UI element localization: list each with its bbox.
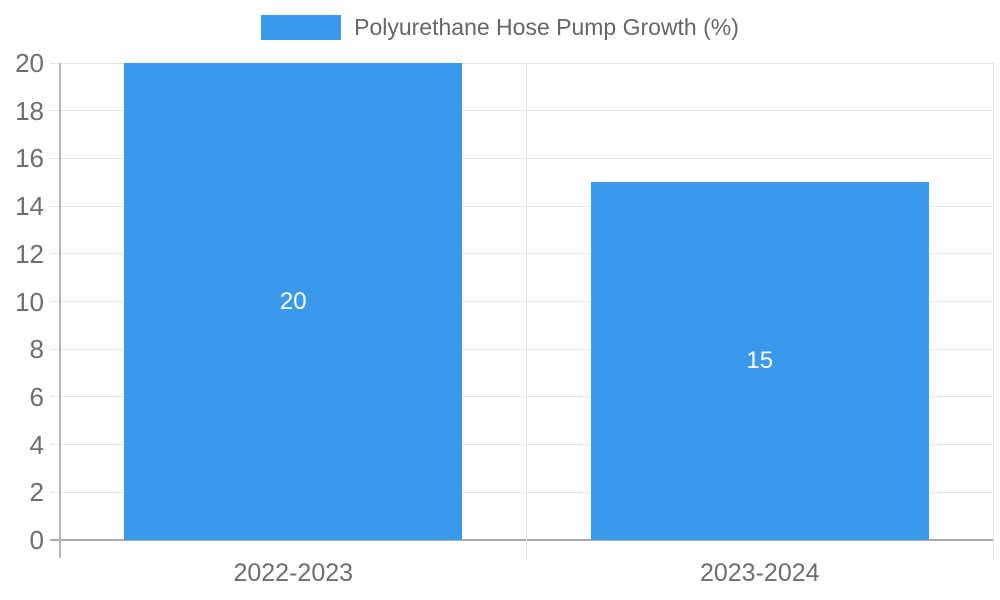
x-axis-line <box>50 539 993 541</box>
bar-value-label: 15 <box>746 347 774 375</box>
y-tick-label: 18 <box>15 95 44 126</box>
legend-swatch <box>261 15 342 40</box>
y-tick-label: 6 <box>29 381 44 412</box>
y-tick-label: 0 <box>29 525 44 555</box>
gridline-y <box>50 301 993 302</box>
gridline-y <box>50 396 993 398</box>
legend-label: Polyurethane Hose Pump Growth (%) <box>354 14 739 40</box>
y-tick-label: 16 <box>15 143 44 174</box>
chart-legend[interactable]: Polyurethane Hose Pump Growth (%) <box>0 14 1000 41</box>
y-tick-label: 2 <box>29 477 44 508</box>
gridline-y <box>50 62 993 64</box>
y-tick-label: 20 <box>15 48 44 78</box>
gridline-y <box>50 491 993 493</box>
gridline-y <box>50 205 993 207</box>
y-axis-line <box>59 63 61 558</box>
y-tick-label: 14 <box>15 191 44 222</box>
gridline-y <box>50 348 993 350</box>
x-tick-label: 2022-2023 <box>233 559 354 587</box>
gridline-y <box>50 253 993 255</box>
x-tick-label: 2023-2024 <box>699 559 820 587</box>
bar-2023-2024[interactable]: 15 <box>590 182 929 540</box>
gridline-x-boundary <box>526 63 527 558</box>
gridline-x-boundary <box>992 63 994 558</box>
y-tick-label: 12 <box>15 238 44 269</box>
gridline-y <box>50 110 993 112</box>
y-tick-label: 10 <box>15 286 44 317</box>
gridline-y <box>50 157 993 159</box>
y-tick-label: 8 <box>29 334 44 365</box>
gridline-y <box>50 444 993 446</box>
y-tick-label: 4 <box>29 429 44 460</box>
bar-2022-2023[interactable]: 20 <box>124 63 463 540</box>
bar-value-label: 20 <box>279 287 307 315</box>
